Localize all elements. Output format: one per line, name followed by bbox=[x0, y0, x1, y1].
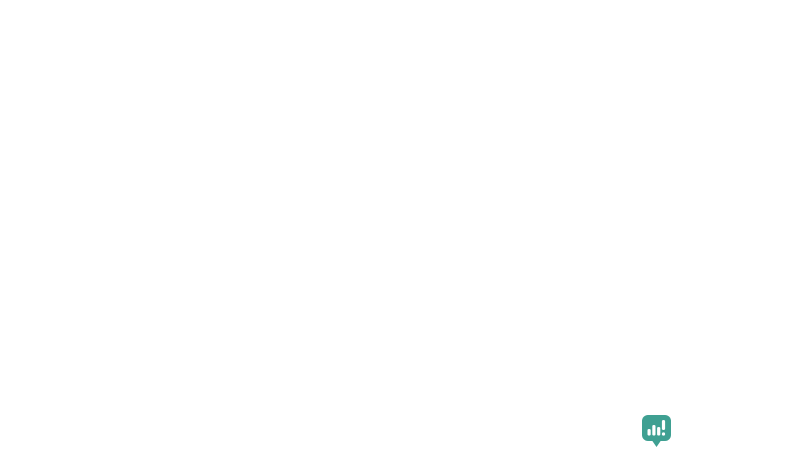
legend-item-andra-halvaret bbox=[578, 89, 632, 116]
legend-item-forsta-halvaret bbox=[578, 116, 632, 143]
newsworthy-logo bbox=[642, 415, 679, 447]
bar-chart-speech-bubble-icon bbox=[642, 415, 671, 447]
legend bbox=[578, 89, 632, 143]
legend-swatch-forsta-halvaret bbox=[578, 124, 619, 136]
legend-swatch-andra-halvaret bbox=[578, 97, 619, 109]
